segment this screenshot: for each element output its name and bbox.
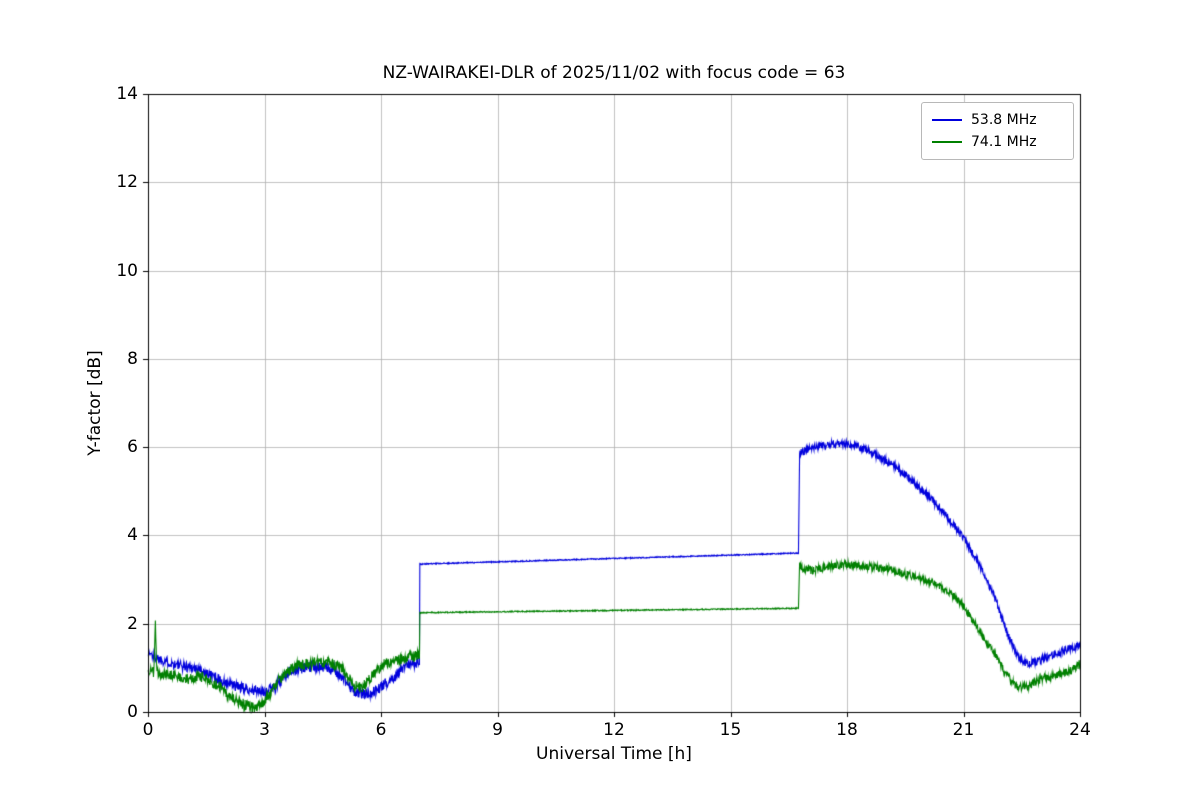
legend-label: 74.1 MHz xyxy=(971,134,1037,150)
y-tick-label: 6 xyxy=(127,437,138,458)
x-tick-label: 3 xyxy=(259,720,270,740)
legend-label: 53.8 MHz xyxy=(971,112,1037,128)
x-tick-label: 6 xyxy=(375,720,387,740)
legend-line-sample xyxy=(932,119,962,121)
y-tick-label: 14 xyxy=(116,84,138,104)
legend-item: 74.1 MHz xyxy=(932,131,1063,153)
x-tick-label: 18 xyxy=(836,720,858,740)
x-tick-label: 24 xyxy=(1069,720,1091,740)
y-tick-label: 0 xyxy=(127,702,138,722)
y-tick-label: 10 xyxy=(116,260,138,281)
x-tick-label: 9 xyxy=(492,720,503,740)
y-tick-label: 12 xyxy=(116,172,138,193)
legend-line-sample xyxy=(932,141,962,143)
y-tick-label: 2 xyxy=(127,613,138,634)
x-tick-label: 0 xyxy=(142,720,154,740)
x-tick-label: 21 xyxy=(952,720,975,740)
x-tick-label: 15 xyxy=(719,720,742,740)
chart-title: NZ-WAIRAKEI-DLR of 2025/11/02 with focus… xyxy=(382,63,846,83)
legend-item: 53.8 MHz xyxy=(932,109,1063,131)
x-tick-label: 12 xyxy=(603,720,625,740)
x-axis-label: Universal Time [h] xyxy=(536,744,692,764)
y-tick-label: 4 xyxy=(127,525,138,546)
legend: 53.8 MHz 74.1 MHz xyxy=(921,102,1074,160)
y-tick-label: 8 xyxy=(127,348,138,369)
